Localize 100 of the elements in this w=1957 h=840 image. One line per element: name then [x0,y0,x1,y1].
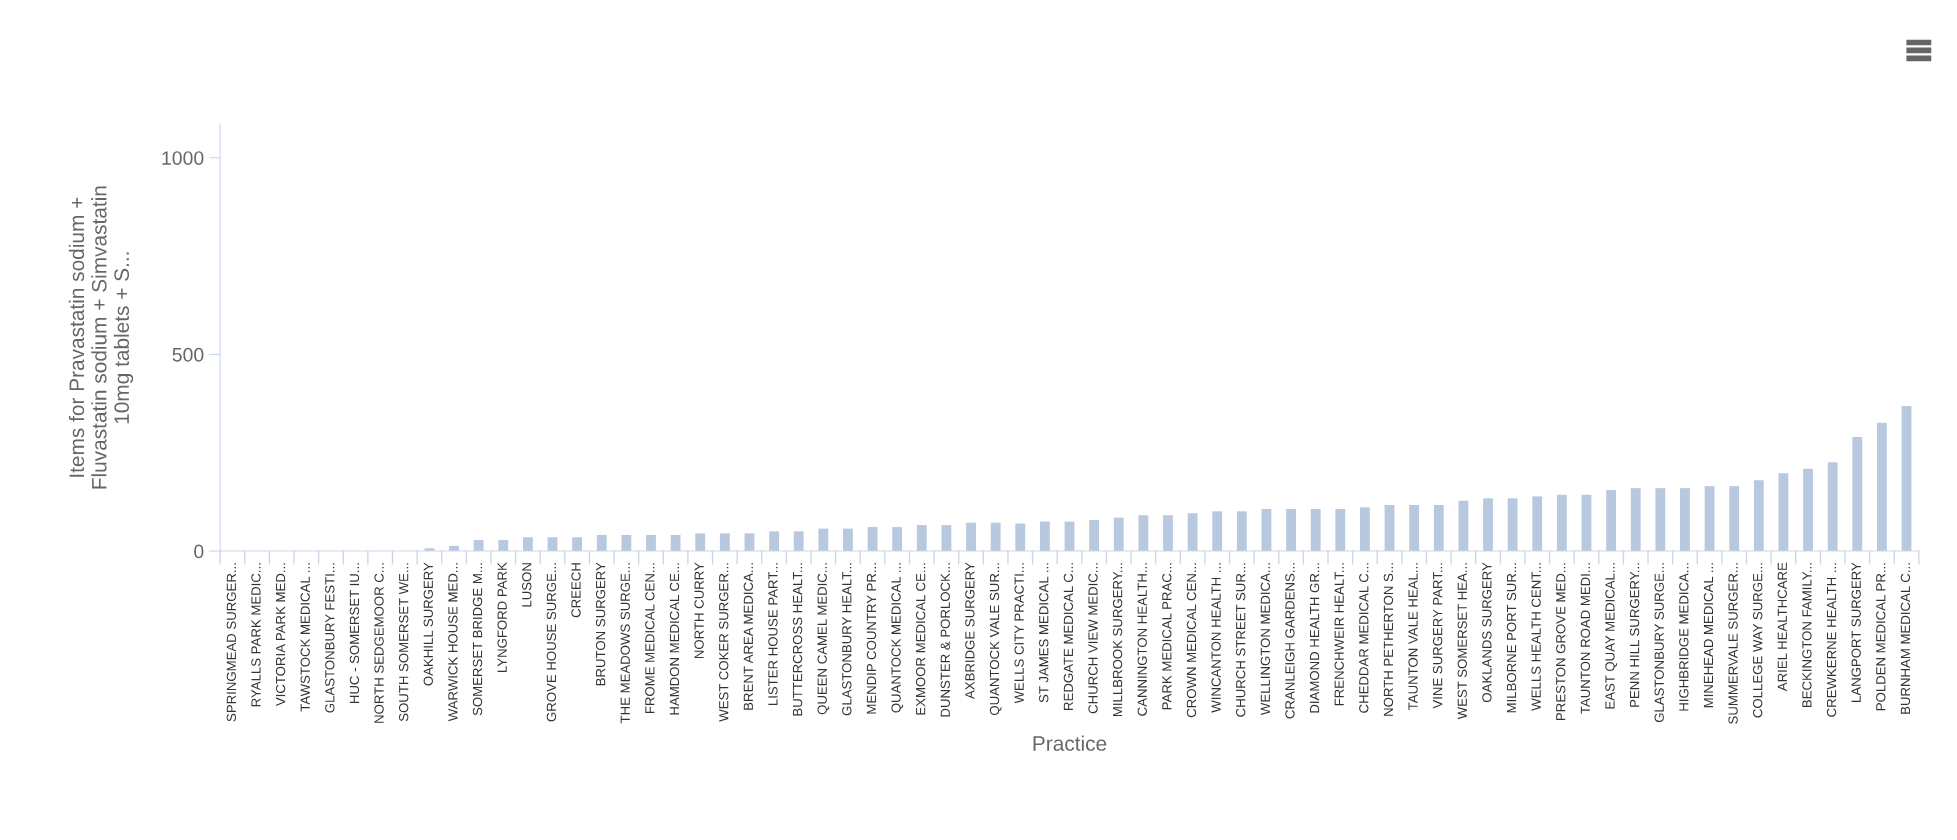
x-tick-label: GROVE HOUSE SURGE... [546,563,557,722]
bar [1236,511,1247,552]
x-tick-label: WELLINGTON MEDICA... [1260,563,1270,716]
x-tick-label: BUTTERCROSS HEALT... [792,563,803,716]
x-axis-title: Practice [1033,735,1107,751]
bar [1187,513,1198,552]
bar [522,537,533,552]
x-tick-label: SPRINGMEAD SURGER... [226,563,237,722]
bar [1630,488,1641,552]
bar [1163,515,1173,552]
x-tick-label: CHURCH STREET SUR... [1236,563,1246,717]
bar [1212,511,1223,552]
bar [646,534,656,552]
x-tick-label: MILLBROOK SURGERY... [1112,563,1123,717]
bar [1360,507,1370,552]
x-tick-label: OAKLANDS SURGERY [1482,562,1492,703]
x-tick-label: LISTER HOUSE PART... [768,563,778,706]
bar [670,534,681,552]
x-tick-label: EAST QUAY MEDICAL... [1605,563,1618,709]
bar [621,534,632,552]
bar [1655,488,1666,552]
x-tick-label: FRENCHWEIR HEALT... [1334,563,1344,706]
bar [1876,422,1887,552]
x-tick-label: WELLS CITY PRACTI... [1014,563,1024,704]
x-tick-label: LYNGFORD PARK [497,562,507,673]
bar [498,540,509,552]
x-tick-label: QUANTOCK MEDICAL ... [891,563,904,713]
x-tick-label: CHEDDAR MEDICAL C... [1359,563,1369,713]
bar [1901,405,1912,552]
bar [1310,508,1321,552]
x-tick-label: NORTH PETHERTON S... [1383,563,1394,716]
bar [1335,508,1346,552]
x-tick-label: ARIEL HEALTHCARE [1777,562,1787,692]
bar [1556,494,1567,552]
bar [1827,462,1838,552]
x-tick-label: RYALLS PARK MEDIC... [251,563,261,707]
bar [1286,508,1296,552]
x-tick-label: SOUTH SOMERSET WE... [399,563,409,722]
bar [1015,523,1026,552]
x-tick-label: BRUTON SURGERY [595,562,606,686]
bar [1089,519,1100,552]
bar [818,528,829,552]
x-tick-label: CRANLEIGH GARDENS... [1285,563,1295,719]
x-tick-label: NORTH CURRY [694,562,704,659]
x-tick-label: LANGPORT SURGERY [1851,562,1861,702]
bar [1753,480,1764,552]
bar [1803,468,1813,552]
bar [1433,505,1444,552]
bar [1729,486,1740,552]
bar [572,537,583,552]
x-tick-label: BECKINGTON FAMILY... [1802,563,1812,707]
x-tick-label: VICTORIA PARK MED... [275,563,286,707]
bar [769,531,779,552]
x-tick-label: DIAMOND HEALTH GR... [1309,563,1320,713]
x-tick-label: FROME MEDICAL CEN... [645,563,655,714]
bar [1507,498,1518,552]
x-tick-label: QUEEN CAMEL MEDIC... [817,563,830,715]
bar [793,531,804,552]
x-tick-label: WEST SOMERSET HEA... [1457,563,1467,720]
bar [1704,486,1715,552]
x-tick-label: WELLS HEALTH CENT... [1531,563,1541,711]
x-tick-label: ST JAMES MEDICAL ... [1039,563,1049,703]
x-tick-label: GLASTONBURY FESTI... [325,563,335,713]
x-tick-label: MILBORNE PORT SUR... [1506,563,1517,713]
bar [1778,473,1789,552]
bar [843,528,853,552]
x-tick-label: TAUNTON ROAD MEDI... [1580,563,1591,714]
bar [1532,496,1543,552]
bar [892,527,903,552]
x-tick-label: EXMOOR MEDICAL CE... [915,563,926,715]
x-tick-label: CHURCH VIEW MEDIC... [1088,563,1098,714]
x-tick-label: GLASTONBURY HEALT... [842,563,852,716]
x-tick-label: TAWSTOCK MEDICAL ... [300,563,310,712]
x-tick-label: SUMMERVALE SURGER... [1728,563,1738,724]
bar [596,534,607,552]
x-tick-label: QUANTOCK VALE SUR... [989,563,1002,716]
x-tick-label: CREECH [571,563,581,618]
y-tick-label: 500 [172,347,204,362]
x-tick-label: LUSON [522,563,532,607]
bar [966,522,976,552]
x-tick-label: BURNHAM MEDICAL C... [1900,563,1911,714]
y-axis-title: Items for Pravastatin sodium + Fluvastatin sodium + Simvastatin 10mg tablets + S... [68,186,134,489]
y-tick-label: 0 [194,544,204,559]
bar [473,540,484,552]
x-tick-label: COLLEGE WAY SURGE... [1753,563,1763,718]
bar [1409,505,1420,552]
bar [719,533,730,552]
x-tick-label: AXBRIDGE SURGERY [965,562,975,699]
x-tick-label: MENDIP COUNTRY PR... [866,563,877,714]
x-tick-label: WINCANTON HEALTH ... [1211,563,1221,713]
bar [1852,436,1863,552]
x-tick-label: DUNSTER & PORLOCK... [940,563,950,717]
bar [1483,498,1493,552]
x-tick-label: CREWKERNE HEALTH ... [1826,563,1837,717]
x-tick-label: HIGHBRIDGE MEDICA... [1679,563,1689,711]
x-tick-label: HUC - SOMERSET IU... [349,563,360,704]
bar [1113,517,1124,552]
bar [1039,521,1050,552]
x-tick-label: HAMDON MEDICAL CE... [669,563,680,715]
x-tick-label: NORTH SEDGEMOOR C... [374,563,384,723]
